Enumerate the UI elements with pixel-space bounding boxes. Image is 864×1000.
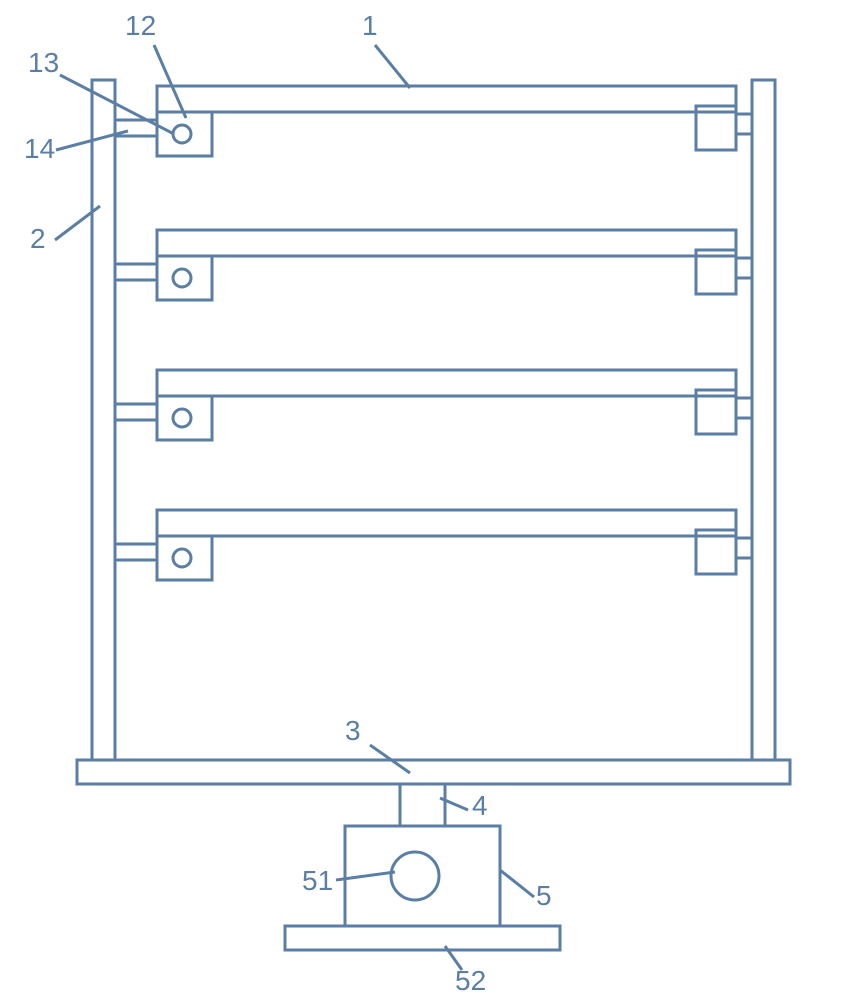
engineering-diagram: 1 12 13 14 2 3 4 5 51 52 (0, 0, 864, 1000)
shelf-plank (157, 370, 736, 396)
callout-label: 13 (28, 47, 59, 78)
callout-label: 5 (536, 880, 552, 911)
callout-leader (500, 870, 534, 897)
peg-hole (173, 409, 191, 427)
foot-plate (285, 926, 560, 950)
shelf-plank (157, 230, 736, 256)
callout-label: 4 (472, 790, 488, 821)
callout-label: 14 (24, 133, 55, 164)
bearing-hole (391, 852, 439, 900)
callout-label: 12 (125, 10, 156, 41)
left-post (92, 80, 115, 760)
shelf-left-block (157, 396, 212, 440)
callout-leader (375, 45, 410, 88)
peg-hole (173, 125, 191, 143)
peg-hole (173, 549, 191, 567)
right-post (752, 80, 775, 760)
callout-label: 2 (30, 223, 46, 254)
peg-hole (173, 269, 191, 287)
shelf-plank (157, 510, 736, 536)
shelf-left-block (157, 256, 212, 300)
callout-label: 52 (455, 965, 486, 996)
base-plate (77, 760, 790, 784)
shelf-plank (157, 86, 736, 112)
shelf-left-block (157, 536, 212, 580)
callout-label: 1 (362, 10, 378, 41)
diagram-container: 1 12 13 14 2 3 4 5 51 52 (0, 0, 864, 1000)
callout-label: 51 (302, 865, 333, 896)
callout-leader (154, 45, 186, 118)
callout-label: 3 (345, 715, 361, 746)
shelf-left-block (157, 112, 212, 156)
